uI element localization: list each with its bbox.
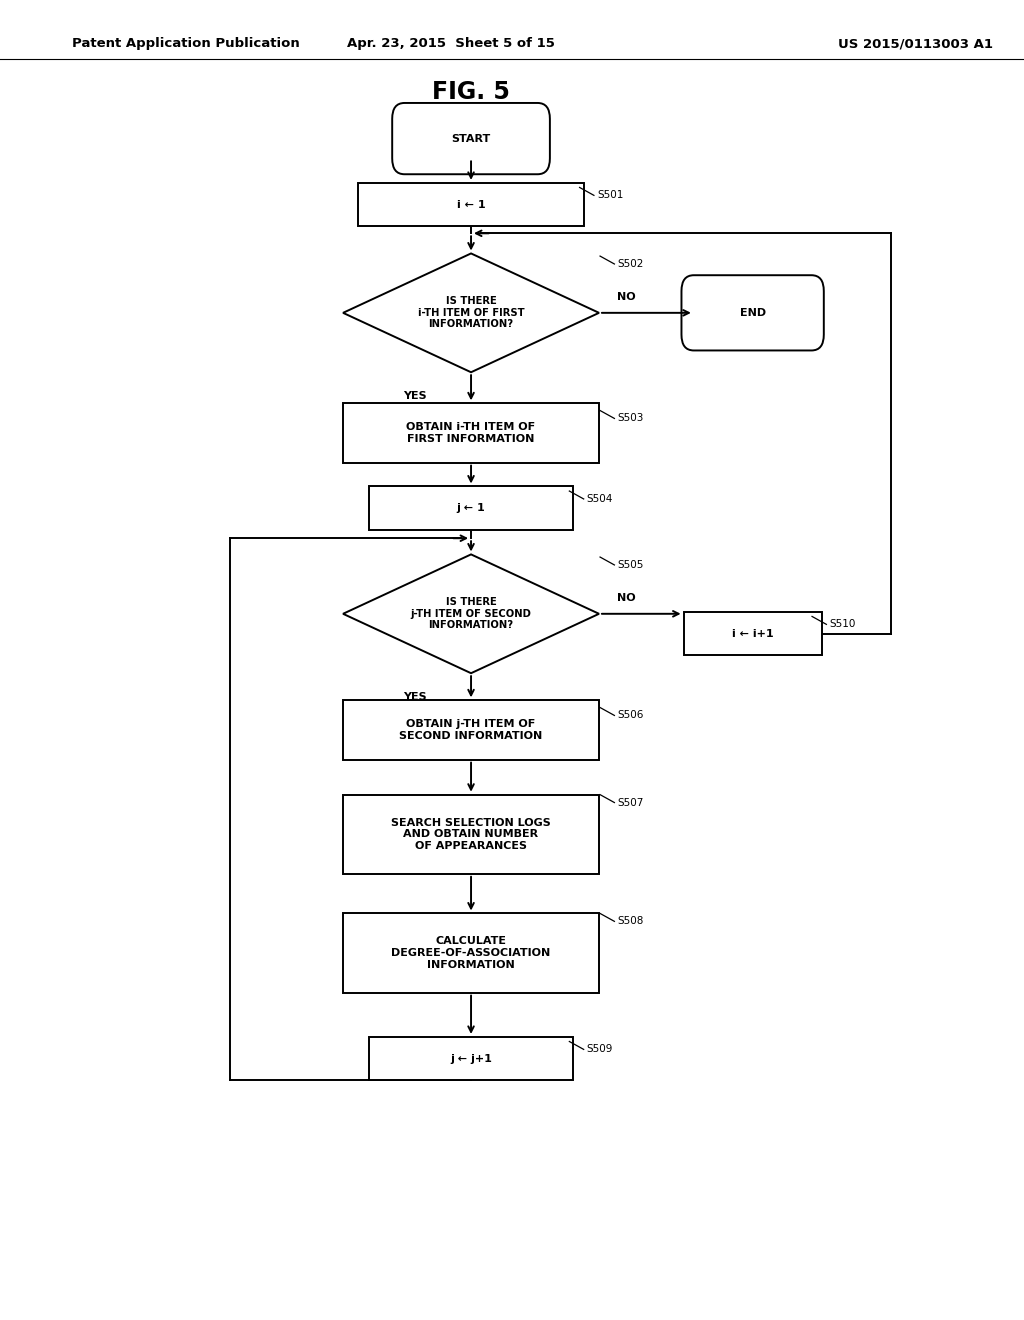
Text: S510: S510: [829, 619, 856, 630]
Bar: [343, 700, 599, 759]
Polygon shape: [343, 554, 599, 673]
Text: j ← j+1: j ← j+1: [451, 1053, 492, 1064]
Bar: [343, 795, 599, 874]
Bar: [358, 182, 584, 226]
Text: S507: S507: [617, 797, 644, 808]
Bar: [369, 486, 573, 529]
Text: i ← 1: i ← 1: [457, 199, 485, 210]
Text: CALCULATE
DEGREE-OF-ASSOCIATION
INFORMATION: CALCULATE DEGREE-OF-ASSOCIATION INFORMAT…: [391, 936, 551, 970]
Text: START: START: [452, 133, 490, 144]
Polygon shape: [343, 253, 599, 372]
Text: j ← 1: j ← 1: [457, 503, 485, 513]
Text: S508: S508: [617, 916, 644, 927]
Text: S503: S503: [617, 413, 644, 424]
Text: Apr. 23, 2015  Sheet 5 of 15: Apr. 23, 2015 Sheet 5 of 15: [346, 37, 555, 50]
Text: END: END: [739, 308, 766, 318]
Bar: [343, 913, 599, 993]
Text: FIG. 5: FIG. 5: [432, 81, 510, 104]
Text: i ← i+1: i ← i+1: [732, 628, 773, 639]
Text: NO: NO: [617, 593, 636, 603]
FancyBboxPatch shape: [682, 275, 823, 350]
Text: Patent Application Publication: Patent Application Publication: [72, 37, 299, 50]
Bar: [343, 403, 599, 462]
Text: S506: S506: [617, 710, 644, 721]
Text: NO: NO: [617, 292, 636, 302]
Text: SEARCH SELECTION LOGS
AND OBTAIN NUMBER
OF APPEARANCES: SEARCH SELECTION LOGS AND OBTAIN NUMBER …: [391, 817, 551, 851]
FancyBboxPatch shape: [392, 103, 550, 174]
Text: YES: YES: [402, 692, 427, 702]
Text: IS THERE
i-TH ITEM OF FIRST
INFORMATION?: IS THERE i-TH ITEM OF FIRST INFORMATION?: [418, 296, 524, 330]
Text: S505: S505: [617, 560, 644, 570]
Bar: [684, 611, 821, 655]
Text: S509: S509: [587, 1044, 613, 1055]
Text: OBTAIN i-TH ITEM OF
FIRST INFORMATION: OBTAIN i-TH ITEM OF FIRST INFORMATION: [407, 422, 536, 444]
Text: S501: S501: [597, 190, 624, 201]
Text: S502: S502: [617, 259, 644, 269]
Text: IS THERE
j-TH ITEM OF SECOND
INFORMATION?: IS THERE j-TH ITEM OF SECOND INFORMATION…: [411, 597, 531, 631]
Text: OBTAIN j-TH ITEM OF
SECOND INFORMATION: OBTAIN j-TH ITEM OF SECOND INFORMATION: [399, 719, 543, 741]
Bar: [369, 1038, 573, 1080]
Text: US 2015/0113003 A1: US 2015/0113003 A1: [839, 37, 993, 50]
Text: YES: YES: [402, 391, 427, 401]
Text: S504: S504: [587, 494, 613, 504]
